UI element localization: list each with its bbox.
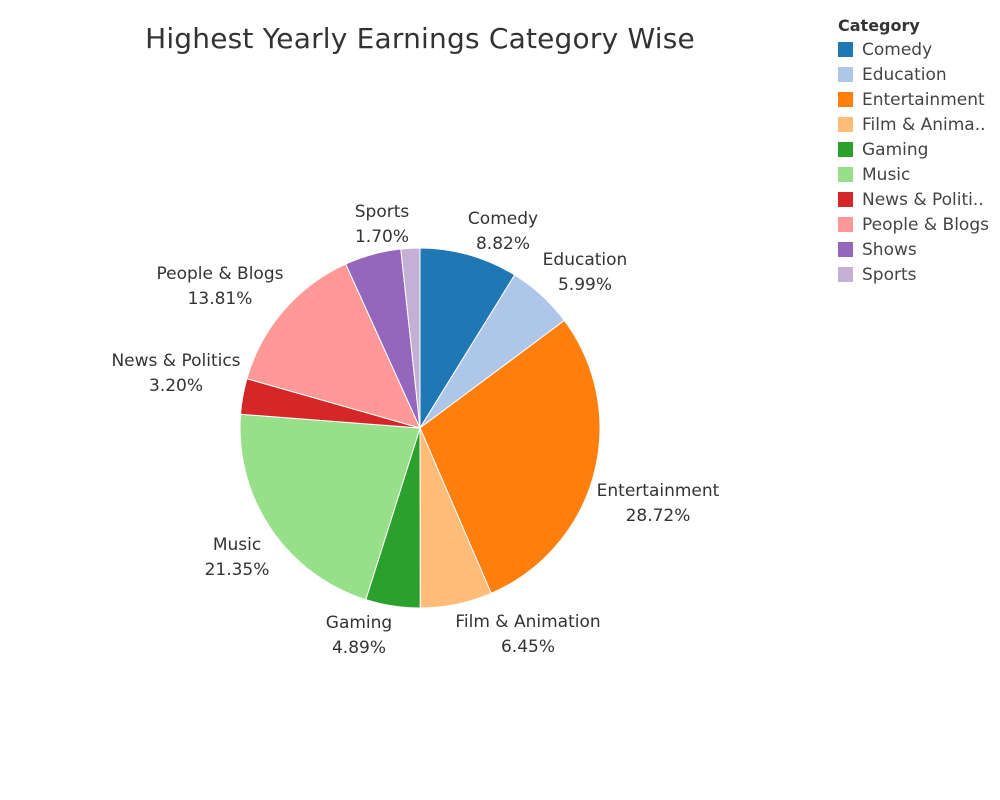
slice-percent-sports: 1.70% (355, 227, 409, 247)
slice-label-film-and-animation: Film & Animation (455, 612, 600, 632)
legend-item-sports[interactable]: Sports (838, 262, 998, 287)
slice-percent-gaming: 4.89% (332, 638, 386, 658)
legend-title: Category (838, 16, 920, 35)
slice-label-music: Music (213, 535, 261, 555)
pie-chart: Comedy 8.82% Education 5.99% Entertainment 28… (111, 202, 719, 658)
slice-label-entertainment: Entertainment (597, 481, 720, 501)
slice-percent-education: 5.99% (558, 275, 612, 295)
pie-slice-sports[interactable] (400, 247, 421, 429)
legend-item-entertainment[interactable]: Entertainment (838, 87, 998, 112)
legend-label-film-and-animation: Film & Anima.. (862, 114, 986, 135)
legend-label-gaming: Gaming (862, 139, 929, 160)
slice-label-education: Education (543, 250, 628, 270)
pie-slice-comedy[interactable] (419, 247, 516, 430)
legend-item-music[interactable]: Music (838, 162, 998, 187)
slice-percent-entertainment: 28.72% (626, 506, 691, 526)
legend-item-people-and-blogs[interactable]: People & Blogs (838, 212, 998, 237)
chart-title: Highest Yearly Earnings Category Wise (145, 22, 695, 55)
pie-slice-people-and-blogs[interactable] (246, 263, 421, 429)
legend-swatch-shows (838, 242, 853, 257)
slice-percent-music: 21.35% (205, 560, 270, 580)
legend-label-entertainment: Entertainment (862, 89, 985, 110)
legend-label-education: Education (862, 64, 947, 85)
legend: Category Comedy Education Entertainment Fil… (838, 16, 998, 287)
legend-item-news-and-politics[interactable]: News & Politi.. (838, 187, 998, 212)
pie-slice-music[interactable] (239, 413, 421, 601)
pie-labels: Comedy 8.82% Education 5.99% Entertainment 28… (111, 202, 719, 658)
slice-percent-news-and-politics: 3.20% (149, 376, 203, 396)
legend-swatch-people-and-blogs (838, 217, 853, 232)
pie-slice-entertainment[interactable] (419, 319, 601, 594)
slice-percent-film-and-animation: 6.45% (501, 637, 555, 657)
legend-label-sports: Sports (862, 264, 917, 285)
legend-item-shows[interactable]: Shows (838, 237, 998, 262)
legend-item-film-and-animation[interactable]: Film & Anima.. (838, 112, 998, 137)
legend-label-comedy: Comedy (862, 39, 933, 60)
legend-label-news-and-politics: News & Politi.. (862, 189, 984, 210)
slice-label-people-and-blogs: People & Blogs (157, 264, 284, 284)
legend-swatch-film-and-animation (838, 117, 853, 132)
legend-item-comedy[interactable]: Comedy (838, 37, 998, 62)
legend-swatch-education (838, 67, 853, 82)
legend-swatch-news-and-politics (838, 192, 853, 207)
legend-swatch-entertainment (838, 92, 853, 107)
legend-label-people-and-blogs: People & Blogs (862, 214, 989, 235)
legend-label-music: Music (862, 164, 911, 185)
slice-label-news-and-politics: News & Politics (111, 351, 240, 371)
legend-swatch-comedy (838, 42, 853, 57)
legend-items: Comedy Education Entertainment Film & Anima… (838, 37, 998, 287)
legend-swatch-sports (838, 267, 853, 282)
slice-percent-people-and-blogs: 13.81% (188, 289, 253, 309)
slice-label-comedy: Comedy (468, 209, 538, 229)
slice-label-gaming: Gaming (326, 613, 392, 633)
slice-label-sports: Sports (355, 202, 410, 222)
slice-percent-comedy: 8.82% (476, 234, 530, 254)
legend-label-shows: Shows (862, 239, 917, 260)
legend-item-education[interactable]: Education (838, 62, 998, 87)
legend-swatch-gaming (838, 142, 853, 157)
pie-slices (239, 247, 601, 609)
legend-item-gaming[interactable]: Gaming (838, 137, 998, 162)
legend-swatch-music (838, 167, 853, 182)
